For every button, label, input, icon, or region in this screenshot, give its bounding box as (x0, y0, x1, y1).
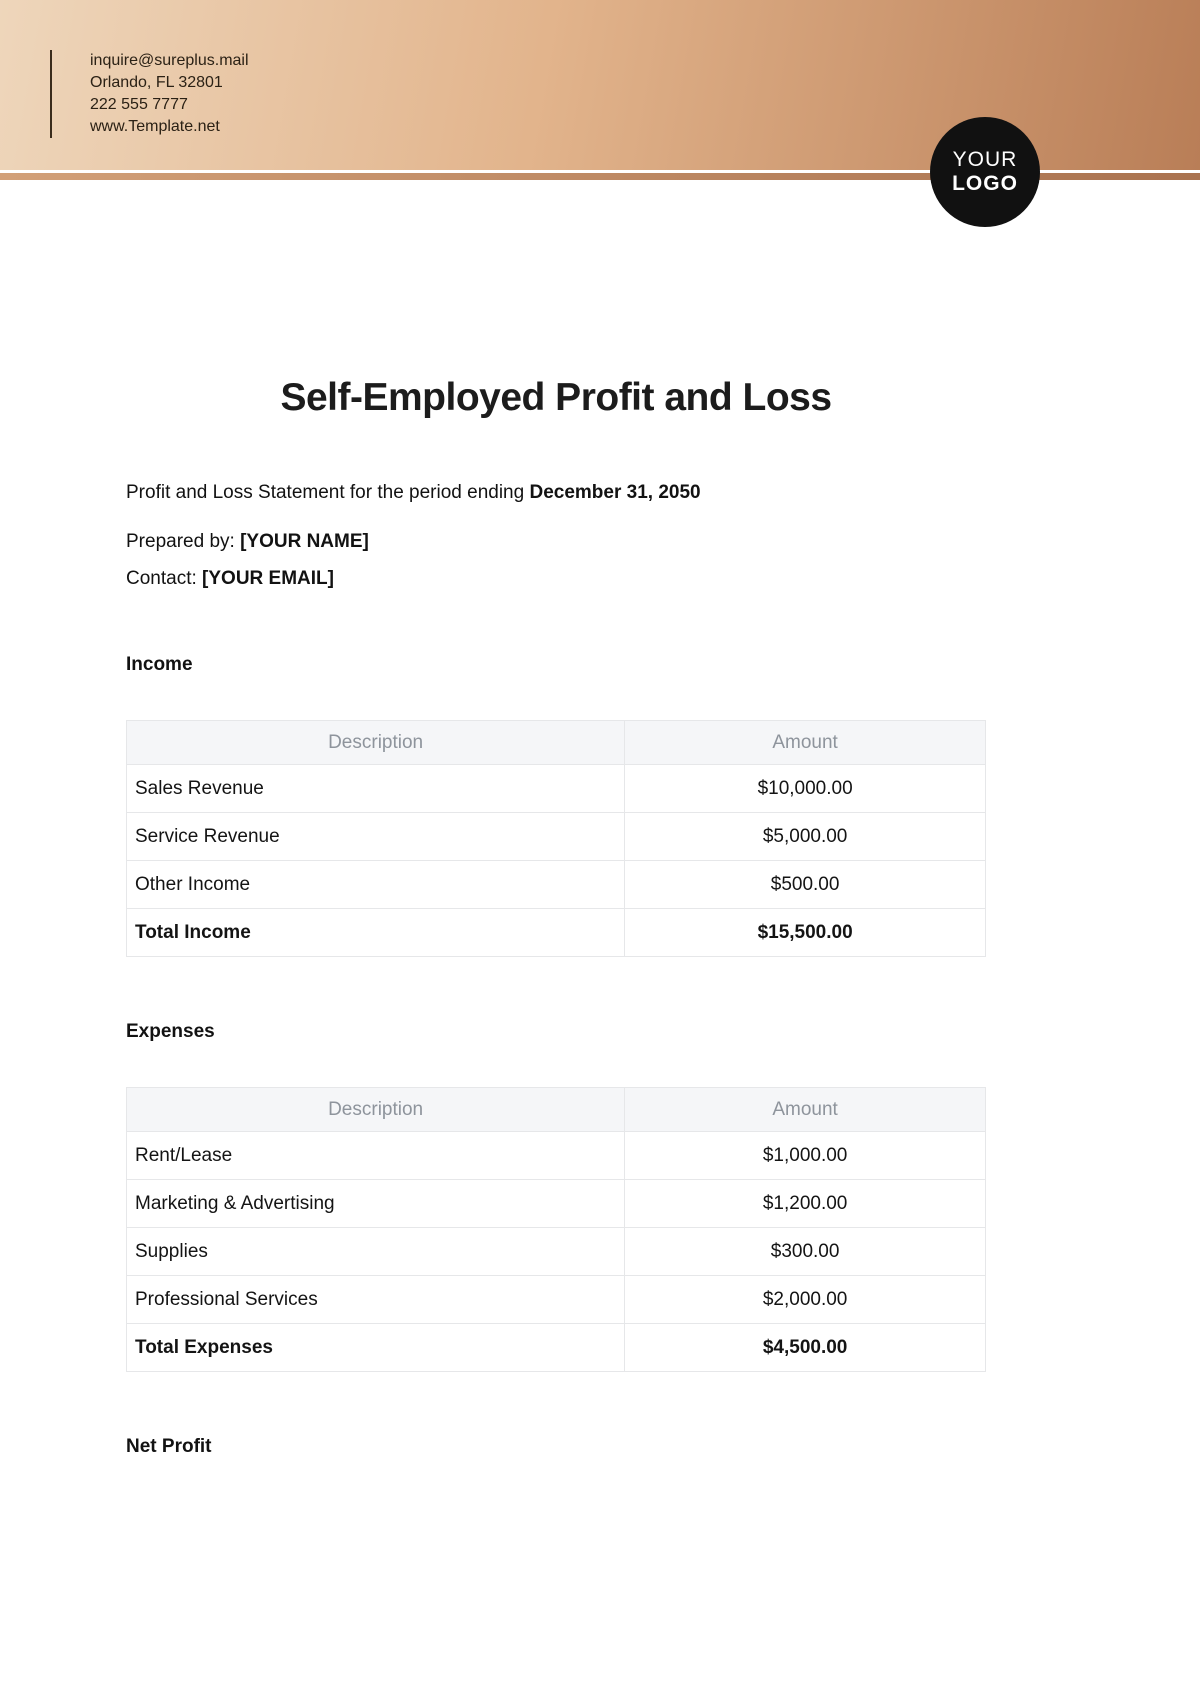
table-row: Marketing & Advertising $1,200.00 (125, 1179, 986, 1228)
contact-divider (50, 50, 52, 138)
document-body: Self-Employed Profit and Loss Profit and… (125, 376, 986, 1458)
row-description: Other Income (125, 860, 626, 909)
header: inquire@sureplus.mail Orlando, FL 32801 … (0, 0, 1200, 227)
table-row: Professional Services $2,000.00 (125, 1275, 986, 1324)
row-amount: $1,000.00 (624, 1131, 986, 1180)
header-band: inquire@sureplus.mail Orlando, FL 32801 … (0, 0, 1200, 170)
table-row: Supplies $300.00 (125, 1227, 986, 1276)
table-header-row: Description Amount (125, 1087, 986, 1132)
contact-line: Contact: [YOUR EMAIL] (126, 568, 986, 590)
row-description: Service Revenue (125, 812, 626, 861)
row-description: Sales Revenue (125, 764, 626, 813)
row-description: Rent/Lease (125, 1131, 626, 1180)
table-row: Rent/Lease $1,000.00 (125, 1131, 986, 1180)
income-heading: Income (126, 654, 193, 675)
total-row: Total Income $15,500.00 (125, 908, 986, 957)
income-table: Description Amount Sales Revenue $10,000… (125, 720, 986, 957)
table-row: Other Income $500.00 (125, 860, 986, 909)
row-amount: $500.00 (624, 860, 986, 909)
total-amount: $4,500.00 (624, 1323, 986, 1372)
table-row: Sales Revenue $10,000.00 (125, 764, 986, 813)
contact-website: www.Template.net (90, 118, 220, 135)
column-header-description: Description (125, 720, 626, 765)
total-row: Total Expenses $4,500.00 (125, 1323, 986, 1372)
contact-value: [YOUR EMAIL] (202, 568, 334, 589)
column-header-amount: Amount (624, 720, 986, 765)
header-stripe (0, 173, 1200, 180)
contact-lines: inquire@sureplus.mail Orlando, FL 32801 … (90, 50, 249, 138)
net-profit-heading: Net Profit (126, 1436, 212, 1457)
expenses-table: Description Amount Rent/Lease $1,000.00 … (125, 1087, 986, 1372)
row-amount: $5,000.00 (624, 812, 986, 861)
contact-phone: 222 555 7777 (90, 96, 188, 113)
column-header-amount: Amount (624, 1087, 986, 1132)
prepared-by-value: [YOUR NAME] (240, 531, 369, 552)
row-description: Marketing & Advertising (125, 1179, 626, 1228)
logo-text-bottom: LOGO (952, 172, 1018, 195)
contact-email: inquire@sureplus.mail (90, 52, 249, 69)
period-date: December 31, 2050 (529, 482, 701, 503)
column-header-description: Description (125, 1087, 626, 1132)
contact-block: inquire@sureplus.mail Orlando, FL 32801 … (50, 50, 249, 138)
row-amount: $1,200.00 (624, 1179, 986, 1228)
table-row: Service Revenue $5,000.00 (125, 812, 986, 861)
prepared-by-line: Prepared by: [YOUR NAME] (126, 531, 986, 553)
logo: YOUR LOGO (930, 117, 1040, 227)
row-description: Professional Services (125, 1275, 626, 1324)
period-prefix: Profit and Loss Statement for the period… (126, 482, 530, 503)
total-amount: $15,500.00 (624, 908, 986, 957)
expenses-heading: Expenses (126, 1021, 215, 1042)
contact-address: Orlando, FL 32801 (90, 74, 223, 91)
logo-text-top: YOUR (952, 148, 1018, 171)
table-header-row: Description Amount (125, 720, 986, 765)
row-amount: $10,000.00 (624, 764, 986, 813)
page-title: Self-Employed Profit and Loss (280, 376, 832, 419)
contact-label: Contact: (126, 568, 203, 589)
period-line: Profit and Loss Statement for the period… (126, 482, 986, 504)
row-amount: $2,000.00 (624, 1275, 986, 1324)
total-label: Total Expenses (125, 1323, 626, 1372)
prepared-by-label: Prepared by: (126, 531, 241, 552)
row-amount: $300.00 (624, 1227, 986, 1276)
total-label: Total Income (125, 908, 626, 957)
row-description: Supplies (125, 1227, 626, 1276)
